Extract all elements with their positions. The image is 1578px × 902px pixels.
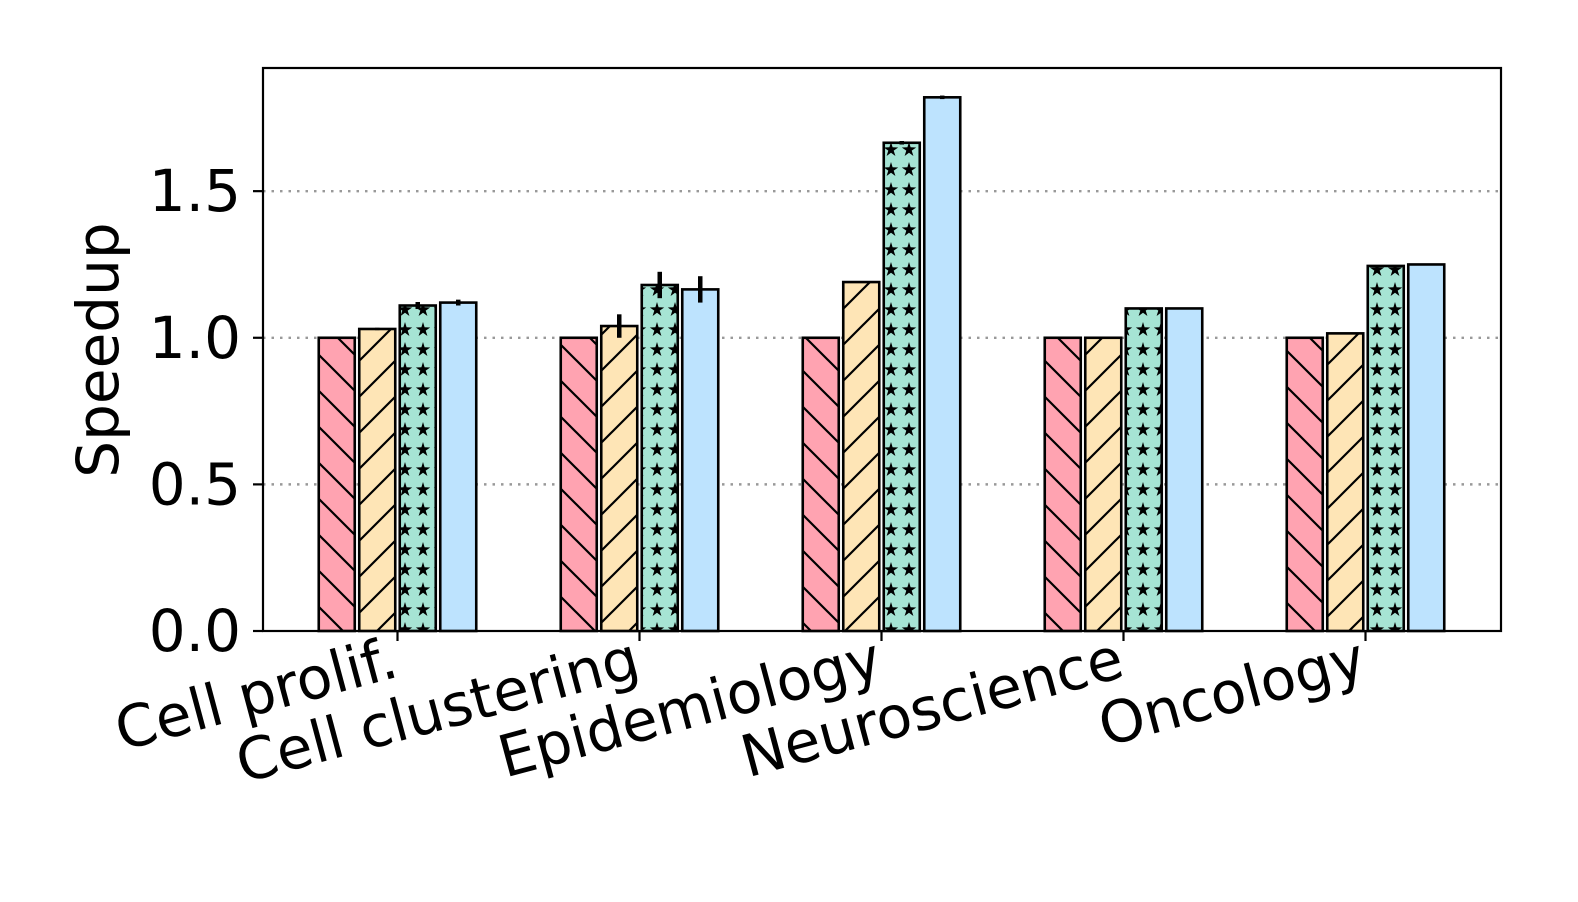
y-axis-title: Speedup	[64, 222, 132, 477]
bar-pattern	[1085, 337, 1122, 631]
bar-fill	[682, 289, 719, 631]
y-tick-label: 0.0	[149, 597, 241, 665]
bar-pattern	[843, 282, 880, 631]
bar-pattern	[318, 337, 355, 631]
bar-pattern	[1044, 337, 1081, 631]
bar-pattern	[802, 337, 839, 631]
bar-fill	[440, 302, 477, 631]
bar-fill	[1166, 308, 1203, 631]
bar-pattern	[560, 337, 597, 631]
bar-pattern	[359, 328, 396, 631]
x-category-label: Oncology	[1091, 624, 1372, 760]
bar-pattern	[399, 305, 436, 631]
bar-fill	[1408, 264, 1445, 631]
bars	[317, 96, 1446, 633]
y-tick-label: 1.5	[149, 157, 241, 225]
bar-pattern	[1367, 265, 1404, 631]
bar-pattern	[883, 142, 920, 631]
bar-pattern	[1286, 337, 1323, 631]
bar-pattern	[1327, 333, 1364, 631]
bar-pattern	[1125, 308, 1162, 631]
bar-fill	[924, 97, 961, 631]
y-tick-label: 0.5	[149, 450, 241, 518]
y-tick-label: 1.0	[149, 304, 241, 372]
bar-pattern	[601, 326, 638, 631]
bar-pattern	[641, 284, 678, 631]
error-bars	[375, 95, 945, 338]
